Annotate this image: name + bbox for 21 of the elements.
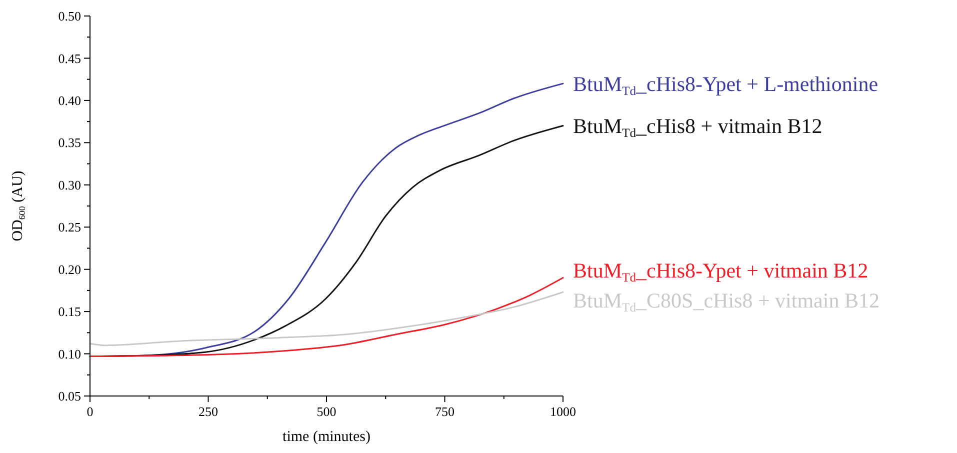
text: 0.40 xyxy=(58,92,81,108)
x-tick-label: 500 xyxy=(316,404,336,419)
text: 0.20 xyxy=(58,262,81,277)
x-tick-label: 0 xyxy=(86,404,94,419)
x-tick-label: 1000 xyxy=(550,404,576,419)
series-label: BtuM$_{Td}$_cHis8 + vitmain B12 xyxy=(573,114,822,140)
text: 0.50 xyxy=(58,8,81,24)
text: 0.30 xyxy=(58,177,81,192)
x-tick-label: 750 xyxy=(435,404,454,419)
x-tick-label: 250 xyxy=(198,404,218,419)
y-tick-label: 0.45 xyxy=(58,50,81,66)
x-axis-title: time (minutes) xyxy=(282,429,370,445)
series-label: BtuM$_{Td}$_cHis8-Ypet + L-methionine xyxy=(573,72,878,98)
text: 0.10 xyxy=(58,346,81,362)
y-tick-label: 0.25 xyxy=(58,220,81,235)
series-label: BtuM$_{Td}$_cHis8-Ypet + vitmain B12 xyxy=(573,258,868,284)
y-tick-label: 0.15 xyxy=(58,304,81,320)
line-series xyxy=(89,277,564,358)
line-series xyxy=(89,291,564,346)
y-tick-label: 0.35 xyxy=(58,135,81,150)
y-tick-label: 0.05 xyxy=(58,388,81,404)
